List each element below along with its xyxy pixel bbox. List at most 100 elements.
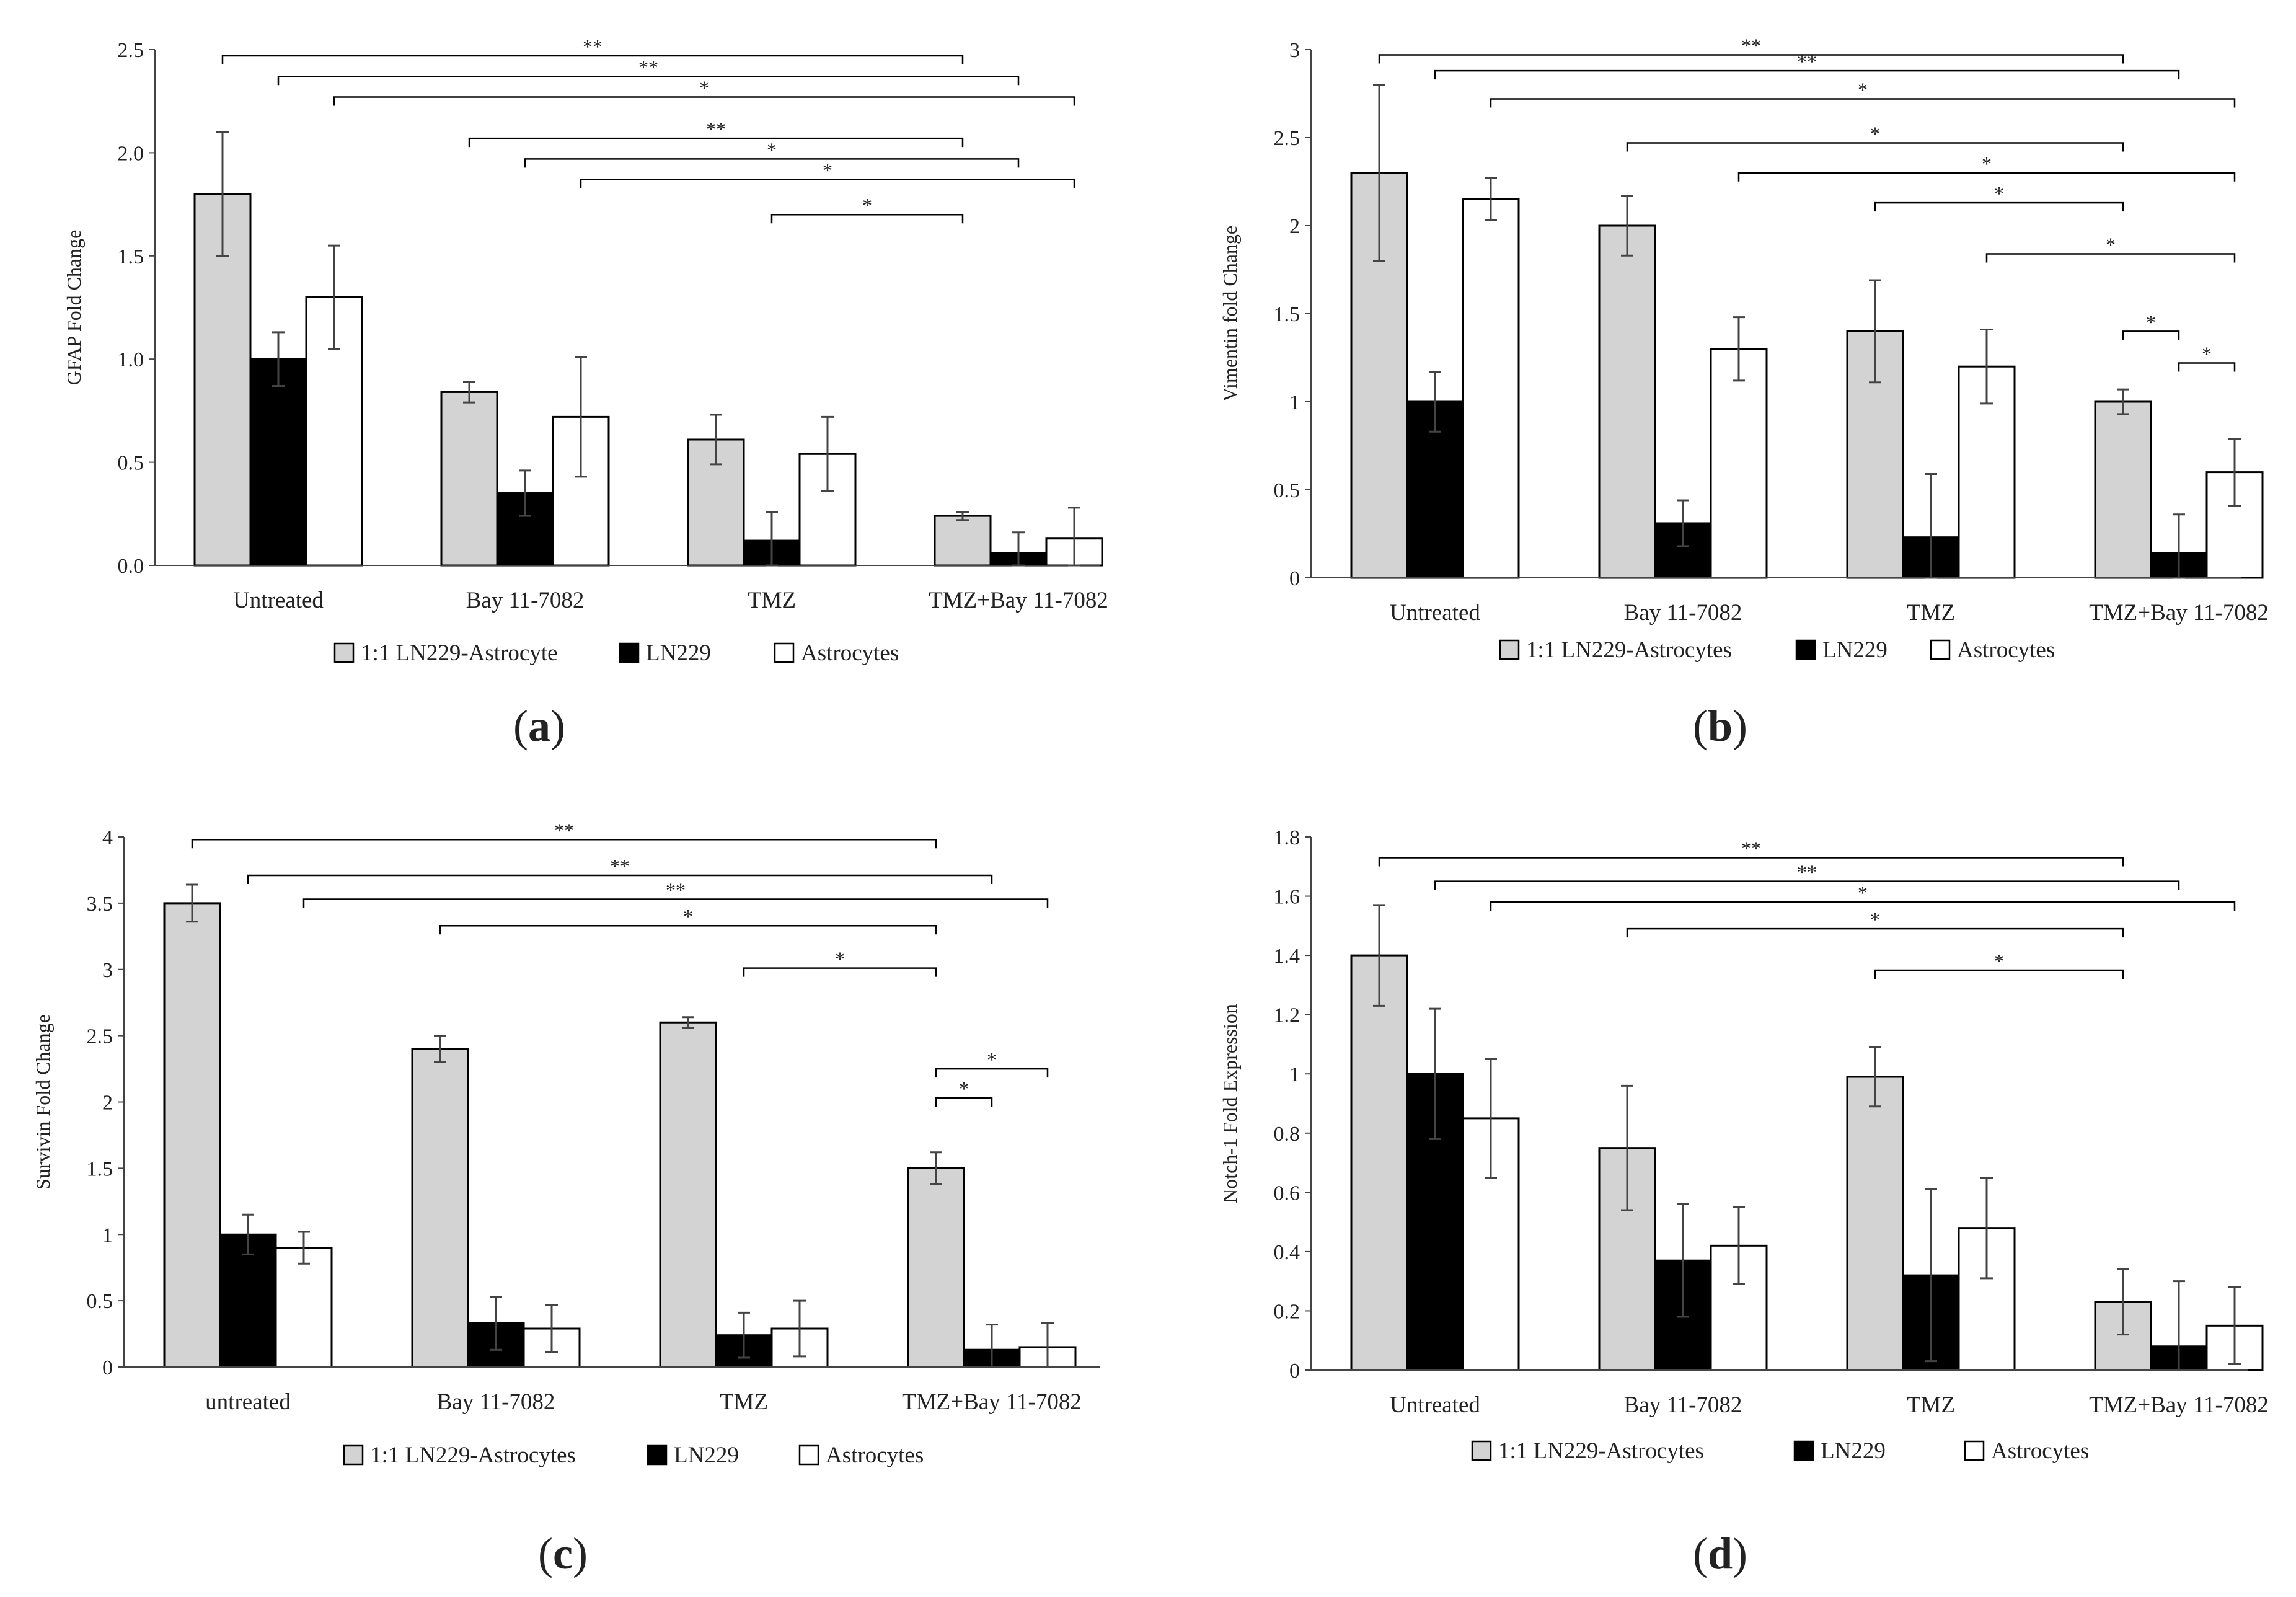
bracket-line (221, 55, 964, 64)
significance-bracket: * (935, 1077, 993, 1107)
legend-swatch-ln229 (1793, 1440, 1814, 1461)
bar-coculture-3 (2094, 400, 2152, 579)
x-tick-label: untreated (205, 1389, 291, 1415)
bracket-line (247, 874, 993, 884)
significance-bracket: * (1874, 950, 2124, 979)
error-bar-astro-1 (1733, 316, 1745, 382)
bar-coculture-0 (1350, 954, 1408, 1371)
y-axis-title: Notch-1 Fold Expression (1219, 1004, 1241, 1203)
error-bar-ln229-0 (1429, 371, 1441, 433)
significance-label: ** (554, 819, 574, 841)
error-bar-coculture-1 (1621, 195, 1633, 257)
significance-bracket: ** (277, 56, 1020, 86)
legend-label: Astrocytes (826, 1443, 924, 1468)
error-bar-astro-1 (1733, 1206, 1745, 1285)
bar-astro-1 (1710, 348, 1768, 579)
legend-swatch-coculture (343, 1444, 364, 1466)
bracket-line (191, 839, 937, 849)
significance-bracket: * (524, 138, 1020, 168)
significance-bracket: * (1874, 182, 2124, 212)
bar-coculture-3 (907, 1167, 965, 1368)
panel-label-paren: ( (1693, 1529, 1708, 1578)
legend-swatch-coculture (1499, 639, 1520, 660)
legend-label: 1:1 LN229-Astrocyte (361, 640, 558, 666)
y-tick-label: 0.2 (1274, 1300, 1300, 1323)
significance-label: ** (1797, 50, 1817, 73)
error-bar-ln229-0 (1429, 1007, 1441, 1140)
bracket-line (468, 137, 964, 148)
error-bar-astro-1 (545, 1304, 558, 1353)
y-tick-label: 0.4 (1274, 1241, 1300, 1264)
significance-bracket: ** (302, 878, 1049, 908)
significance-label: * (959, 1077, 969, 1100)
significance-label: ** (638, 56, 658, 78)
error-bar-coculture-2 (710, 414, 722, 466)
bar-coculture-2 (1846, 1076, 1904, 1371)
y-tick-label: 1 (1289, 391, 1300, 414)
significance-label: * (1982, 153, 1992, 175)
y-axis-title: GFAP Fold Change (63, 230, 85, 386)
bar-ln229-0 (249, 358, 307, 567)
legend-swatch-ln229 (647, 1444, 668, 1466)
significance-bracket: ** (1434, 50, 2180, 80)
y-tick-label: 2.5 (118, 39, 144, 62)
legend-swatch-coculture (333, 642, 355, 663)
legend-label: LN229 (646, 640, 711, 666)
panel-label-letter: c (553, 1529, 573, 1578)
significance-bracket: * (1737, 153, 2236, 182)
significance-bracket: * (580, 159, 1075, 188)
panel-label-paren: ( (1693, 701, 1708, 751)
bracket-line (1434, 880, 2180, 890)
x-tick-label: TMZ+Bay 11-7082 (929, 588, 1108, 613)
significance-label: * (862, 194, 872, 216)
panel-label-paren: ) (573, 1529, 588, 1578)
legend-label: LN229 (1821, 1438, 1886, 1464)
y-tick-label: 1.2 (1274, 1004, 1300, 1027)
y-tick-label: 0 (1289, 567, 1300, 590)
legend-label: 1:1 LN229-Astrocytes (1526, 637, 1732, 663)
bracket-line (277, 76, 1020, 86)
y-tick-label: 3 (102, 959, 113, 982)
x-tick-label: Untreated (1390, 1392, 1480, 1418)
significance-label: * (1870, 908, 1880, 931)
significance-bracket: * (935, 1048, 1049, 1078)
legend-swatch-astro (1930, 639, 1951, 660)
bracket-line (1626, 142, 2124, 152)
significance-label: * (2146, 311, 2156, 333)
error-bar-coculture-1 (463, 381, 475, 404)
legend-label: LN229 (674, 1443, 739, 1468)
y-tick-label: 4 (102, 826, 113, 849)
significance-bracket: * (2178, 343, 2236, 372)
chart-panel-b: 0 0.5 1 1.5 2 2.5 3 Vimentin fold Change Untreat… (1219, 35, 2269, 751)
significance-label: * (683, 905, 693, 927)
significance-label: * (1994, 950, 2004, 972)
y-tick-label: 1.0 (118, 348, 144, 371)
panel-label-letter: d (1708, 1529, 1733, 1578)
panel-label: (b) (1693, 701, 1747, 751)
error-bar-coculture-0 (1373, 904, 1385, 1007)
significance-label: * (835, 948, 845, 970)
significance-label: * (767, 138, 777, 161)
y-tick-label: 2.0 (118, 142, 144, 165)
significance-label: ** (583, 35, 603, 58)
bracket-line (1434, 69, 2180, 80)
panel-label: (a) (513, 701, 565, 751)
bracket-line (935, 1097, 993, 1107)
y-tick-label: 2.5 (87, 1025, 113, 1048)
significance-label: ** (610, 855, 630, 877)
y-tick-label: 3.5 (87, 893, 113, 916)
significance-label: * (1870, 123, 1880, 145)
legend-label: Astrocytes (1957, 637, 2055, 663)
panel-label: (c) (538, 1529, 588, 1578)
significance-bracket: * (743, 948, 937, 977)
bar-coculture-1 (411, 1048, 469, 1368)
bracket-line (1378, 857, 2124, 867)
error-bar-astro-3 (2228, 438, 2241, 507)
significance-bracket: * (1490, 882, 2236, 911)
y-tick-label: 2.5 (1274, 127, 1300, 150)
panel-label-paren: ) (550, 701, 565, 751)
bracket-line (1874, 201, 2124, 212)
panel-label-paren: ( (538, 1529, 553, 1578)
y-tick-label: 3 (1289, 39, 1300, 62)
